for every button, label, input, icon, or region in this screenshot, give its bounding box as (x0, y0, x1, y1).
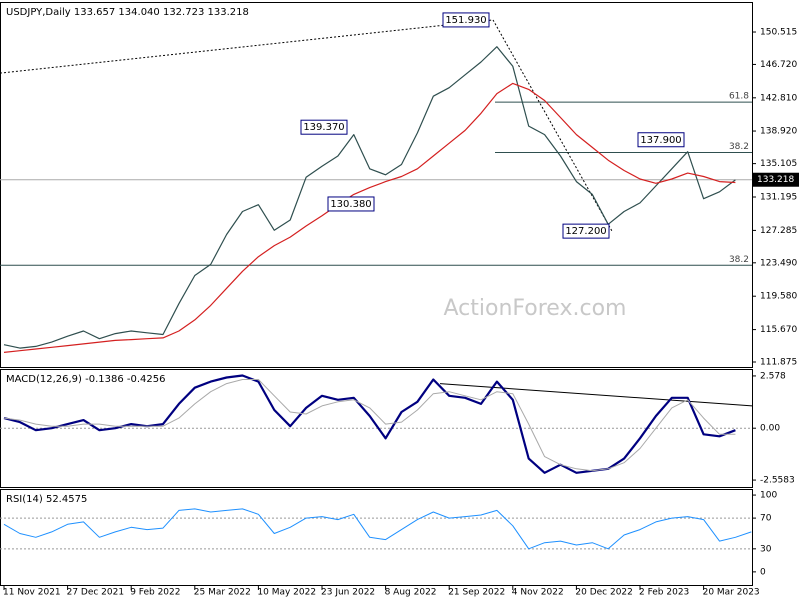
last-price-label: 133.218 (757, 175, 794, 185)
y-tick-label: 123.490 (760, 258, 797, 268)
x-tick-label: 9 Feb 2022 (130, 588, 180, 598)
annotation-label: 151.930 (445, 15, 486, 26)
fib-level-label: 61.8 (729, 92, 749, 102)
panel-title: MACD(12,26,9) -0.1386 -0.4256 (6, 374, 166, 385)
y-tick-label: 30 (760, 544, 772, 554)
y-tick-label: 138.920 (760, 127, 797, 137)
y-tick-label: 111.875 (760, 358, 797, 368)
fib-level-label: 38.2 (729, 255, 749, 265)
panel-frame (0, 2, 753, 368)
x-tick-label: 8 Aug 2022 (385, 588, 437, 598)
y-tick-label: 142.810 (760, 93, 797, 103)
annotation-box (300, 119, 348, 135)
y-tick-label: 2.578 (760, 371, 786, 381)
series-line (3, 374, 736, 474)
x-tick-label: 2 Feb 2023 (639, 588, 689, 598)
x-tick-label: 20 Mar 2023 (703, 588, 760, 598)
x-tick-label: 20 Dec 2022 (575, 588, 633, 598)
annotation-label: 130.380 (330, 199, 371, 210)
trendline (0, 19, 494, 74)
watermark: ActionForex.com (444, 296, 627, 321)
annotation-box (637, 132, 685, 148)
panel-frame (0, 489, 753, 586)
y-tick-label: 127.285 (760, 226, 797, 236)
trendline (492, 19, 613, 232)
y-tick-label: -2.5583 (760, 476, 795, 486)
y-tick-label: 115.670 (760, 325, 797, 335)
series-line (3, 82, 736, 353)
y-tick-label: 70 (760, 514, 772, 524)
y-tick-label: 0.00 (760, 424, 780, 434)
annotation-label: 137.900 (640, 135, 681, 146)
fib-level-label: 38.2 (729, 142, 749, 152)
y-tick-label: 100 (760, 491, 777, 501)
y-tick-label: 119.580 (760, 292, 797, 302)
series-line (3, 46, 736, 349)
annotation-label: 127.200 (565, 226, 606, 237)
annotation-box (327, 196, 375, 212)
x-tick-label: 25 Mar 2022 (194, 588, 251, 598)
annotation-box (442, 12, 490, 28)
y-tick-label: 146.720 (760, 60, 797, 70)
x-tick-label: 27 Dec 2021 (67, 588, 125, 598)
y-tick-label: 131.195 (760, 193, 797, 203)
x-tick-label: 4 Nov 2022 (512, 588, 564, 598)
y-tick-label: 0 (760, 567, 766, 577)
annotation-label: 139.370 (303, 122, 344, 133)
y-tick-label: 135.105 (760, 159, 797, 169)
x-tick-label: 11 Nov 2021 (3, 588, 61, 598)
x-tick-label: 21 Sep 2022 (448, 588, 505, 598)
x-tick-label: 23 Jun 2022 (321, 588, 375, 598)
annotation-box (562, 223, 610, 239)
x-tick-label: 10 May 2022 (257, 588, 316, 598)
series-line (3, 379, 736, 472)
panel-title: RSI(14) 52.4575 (6, 494, 87, 505)
series-line (3, 508, 752, 550)
y-tick-label: 150.515 (760, 28, 797, 38)
last-price-box (753, 172, 799, 187)
panel-title: USDJPY,Daily 133.657 134.040 132.723 133… (6, 7, 249, 18)
